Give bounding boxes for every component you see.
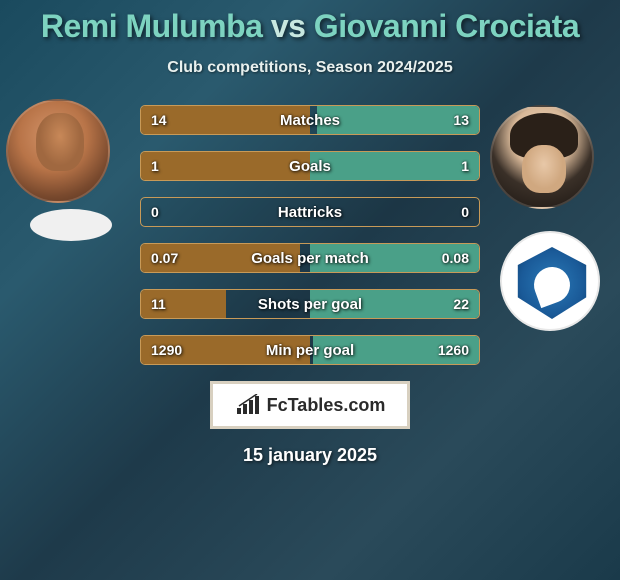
comparison-infographic: Remi Mulumba vs Giovanni Crociata Club c… xyxy=(0,0,620,580)
stat-bar-left xyxy=(141,152,310,180)
watermark-text: FcTables.com xyxy=(267,395,386,416)
stat-value-right: 13 xyxy=(453,112,469,128)
stat-row: 0 0 Hattricks xyxy=(140,197,480,227)
stat-label: Goals xyxy=(289,158,331,175)
player2-avatar xyxy=(490,105,594,209)
player1-avatar xyxy=(6,99,110,203)
stat-value-left: 11 xyxy=(151,296,166,312)
player2-name: Giovanni Crociata xyxy=(314,8,579,44)
watermark-badge: FcTables.com xyxy=(210,381,410,429)
date-label: 15 january 2025 xyxy=(0,445,620,466)
player1-club-badge xyxy=(30,209,112,241)
content-area: 1413Matches11Goals00Hattricks0.070.08Goa… xyxy=(0,105,620,466)
stat-value-right: 0 xyxy=(461,204,469,220)
stat-value-left: 0 xyxy=(151,204,159,220)
stat-row: 1 1 Goals xyxy=(140,151,480,181)
stat-label: Shots per goal xyxy=(258,296,362,313)
subtitle: Club competitions, Season 2024/2025 xyxy=(0,59,620,77)
stat-value-left: 1 xyxy=(151,158,159,174)
stat-label: Min per goal xyxy=(266,342,354,359)
stat-value-right: 1 xyxy=(461,158,469,174)
stats-table: 1413Matches11Goals00Hattricks0.070.08Goa… xyxy=(140,105,480,365)
stat-value-right: 22 xyxy=(453,296,469,312)
stat-value-right: 1260 xyxy=(438,342,469,358)
stat-label: Goals per match xyxy=(251,250,369,267)
chart-icon xyxy=(235,394,261,416)
stat-label: Hattricks xyxy=(278,204,342,221)
player1-name: Remi Mulumba xyxy=(41,8,263,44)
stat-value-left: 0.07 xyxy=(151,250,178,266)
stat-value-left: 1290 xyxy=(151,342,182,358)
stat-row: 11 22 Shots per goal xyxy=(140,289,480,319)
stat-value-right: 0.08 xyxy=(442,250,469,266)
stat-row: 0.07 0.08 Goals per match xyxy=(140,243,480,273)
vs-separator: vs xyxy=(271,8,306,44)
stat-label: Matches xyxy=(280,112,340,129)
stat-bar-right xyxy=(310,152,479,180)
page-title: Remi Mulumba vs Giovanni Crociata xyxy=(0,8,620,45)
stat-row: 1290 1260 Min per goal xyxy=(140,335,480,365)
player2-club-badge xyxy=(500,231,600,331)
stat-value-left: 14 xyxy=(151,112,167,128)
stat-row: 14 13 Matches xyxy=(140,105,480,135)
